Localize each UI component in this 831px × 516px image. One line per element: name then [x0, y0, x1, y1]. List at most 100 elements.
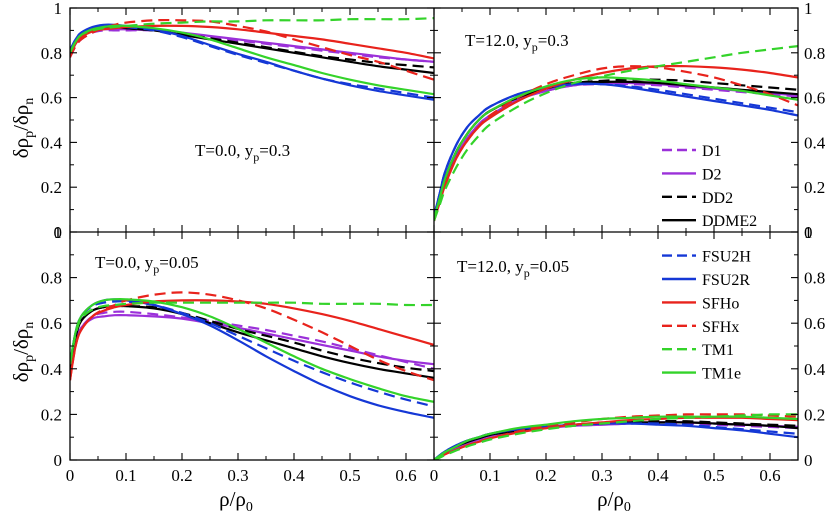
series-line-tm1e-bottom-left: [70, 297, 434, 403]
y-tick-label-left-bottom: 0.2: [41, 405, 62, 424]
panel-label-top-left: T=0.0, yp=0.3: [195, 141, 290, 164]
panel-top-left: [70, 17, 434, 101]
series-line-fsu2h-bottom-right: [434, 422, 798, 460]
x-tick-label-left: 0.6: [395, 466, 416, 485]
y-tick-label-right-bottom: 0.8: [804, 269, 825, 288]
series-line-tm1e-bottom-right: [434, 415, 798, 460]
legend-item-d1: D1: [662, 143, 722, 160]
series-line-d1-bottom-left: [70, 310, 434, 374]
legend-label: DD2: [702, 190, 733, 207]
legend-item-ddme2: DDME2: [662, 213, 757, 230]
series-line-fsu2r-bottom-left: [70, 298, 434, 419]
series-line-fsu2h-bottom-left: [70, 300, 434, 408]
x-tick-label-left: 0.5: [339, 466, 360, 485]
y-tick-label-right-bottom: 0: [804, 451, 813, 470]
y-tick-label-left-top: 0.2: [41, 178, 62, 197]
y-tick-label-right-bottom: 0.2: [804, 405, 825, 424]
y-axis-title-top: δρp/δρn: [9, 98, 37, 159]
series-line-sfhx-bottom-left: [70, 291, 434, 382]
y-tick-label-left-top: 0.8: [41, 44, 62, 63]
legend-item-d2: D2: [662, 166, 722, 183]
legend: D1 D2 DD2 DDME2 FSU2H FSU2R SFHo SFHx TM1 TM1e: [662, 143, 757, 383]
y-axis-title-bottom-group: δρp/δρn: [9, 322, 37, 383]
legend-label: SFHo: [702, 295, 739, 312]
y-axis-title-top-group: δρp/δρn: [9, 98, 37, 159]
panels-layer: T=0.0, yp=0.3 T=12.0, yp=0.3 T=0.0, yp=0.0…: [70, 17, 798, 460]
y-tick-label-right-top: 0.8: [804, 44, 825, 63]
series-line-d2-bottom-left: [70, 313, 434, 370]
series-line-fsu2h-top-right: [434, 82, 798, 217]
x-tick-label-left: 0.3: [227, 466, 248, 485]
x-tick-label-right: 0: [430, 466, 439, 485]
series-line-ddme2-top-left: [70, 25, 434, 75]
x-tick-label-left: 0.1: [115, 466, 136, 485]
legend-label: D1: [702, 143, 722, 160]
x-tick-label-right: 0.3: [591, 466, 612, 485]
legend-label: D2: [702, 166, 722, 183]
series-line-tm1-bottom-right: [434, 413, 798, 460]
legend-item-tm1e: TM1e: [662, 366, 741, 383]
y-tick-label-left-bottom: 0.8: [41, 269, 62, 288]
y-tick-label-right-bottom: 1: [804, 223, 813, 242]
panel-label-bottom-right: T=12.0, yp=0.05: [457, 257, 569, 280]
x-axis-title-sub: 0: [246, 500, 253, 515]
x-axis-title-sub-right: 0: [624, 500, 631, 515]
x-tick-label-left: 0.2: [171, 466, 192, 485]
legend-item-fsu2r: FSU2R: [662, 272, 750, 289]
panel-label-top-right: T=12.0, yp=0.3: [465, 31, 569, 54]
x-tick-label-right: 0.2: [535, 466, 556, 485]
panel-top-right: [434, 45, 798, 222]
legend-label: TM1: [702, 342, 734, 359]
y-tick-label-right-bottom: 0.6: [804, 314, 825, 333]
series-line-tm1-top-left: [70, 17, 434, 54]
legend-label: SFHx: [702, 319, 739, 336]
legend-item-dd2: DD2: [662, 190, 733, 207]
y-tick-label-left-bottom: 1: [54, 223, 63, 242]
series-line-dd2-top-right: [434, 78, 798, 219]
y-axis-title-bottom: δρp/δρn: [9, 322, 37, 383]
series-line-fsu2r-top-right: [434, 82, 798, 217]
x-tick-label-right: 0.6: [759, 466, 780, 485]
y-tick-label-right-top: 0: [804, 223, 813, 242]
y-tick-label-left-bottom: 0.4: [41, 360, 63, 379]
series-line-tm1e-top-right: [434, 76, 798, 219]
series-line-d2-top-right: [434, 81, 798, 222]
series-line-tm1-top-right: [434, 45, 798, 222]
series-line-ddme2-top-right: [434, 80, 798, 219]
x-tick-label-right: 0.4: [647, 466, 669, 485]
legend-label: TM1e: [702, 366, 741, 383]
series-line-tm1-bottom-left: [70, 301, 434, 365]
panel-bottom-right: [434, 413, 798, 460]
panel-label-bottom-left: T=0.0, yp=0.05: [95, 253, 199, 276]
x-tick-label-left: 0: [66, 466, 75, 485]
axes-layer: 0 0.1 0.2 0.3 0.4 0.5 0.6 0 0.1 0.2 0.3 0.4 0.5 0.600…: [41, 0, 826, 485]
y-tick-label-right-top: 0.6: [804, 89, 825, 108]
legend-label: FSU2H: [702, 249, 751, 266]
series-line-sfhx-top-right: [434, 65, 798, 222]
x-axis-title-left: ρ/ρ0: [219, 487, 253, 515]
series-line-sfho-top-right: [434, 64, 798, 222]
series-line-d2-bottom-right: [434, 421, 798, 460]
y-tick-label-left-top: 0: [54, 223, 63, 242]
axis-titles: ρ/ρ0 ρ/ρ0 δρp/δρn δρp/δρn: [9, 98, 631, 515]
legend-item-sfhx: SFHx: [662, 319, 739, 336]
y-tick-label-right-bottom: 0.4: [804, 360, 826, 379]
y-tick-label-left-bottom: 0: [54, 451, 63, 470]
legend-item-tm1: TM1: [662, 342, 734, 359]
legend-item-sfho: SFHo: [662, 295, 739, 312]
y-tick-label-right-top: 0.2: [804, 178, 825, 197]
series-line-sfho-bottom-left: [70, 299, 434, 381]
legend-label: DDME2: [702, 213, 757, 230]
y-tick-label-left-top: 0.4: [41, 133, 63, 152]
series-line-sfhx-top-left: [70, 18, 434, 81]
legend-label: FSU2R: [702, 272, 750, 289]
y-tick-label-left-top: 0.6: [41, 89, 62, 108]
series-line-fsu2r-top-left: [70, 23, 434, 101]
y-tick-label-right-top: 0.4: [804, 133, 826, 152]
series-line-sfho-top-left: [70, 24, 434, 60]
series-line-ddme2-bottom-right: [434, 421, 798, 460]
x-tick-label-right: 0.5: [703, 466, 724, 485]
x-axis-title-right: ρ/ρ0: [597, 487, 631, 515]
x-tick-label-left: 0.4: [283, 466, 305, 485]
